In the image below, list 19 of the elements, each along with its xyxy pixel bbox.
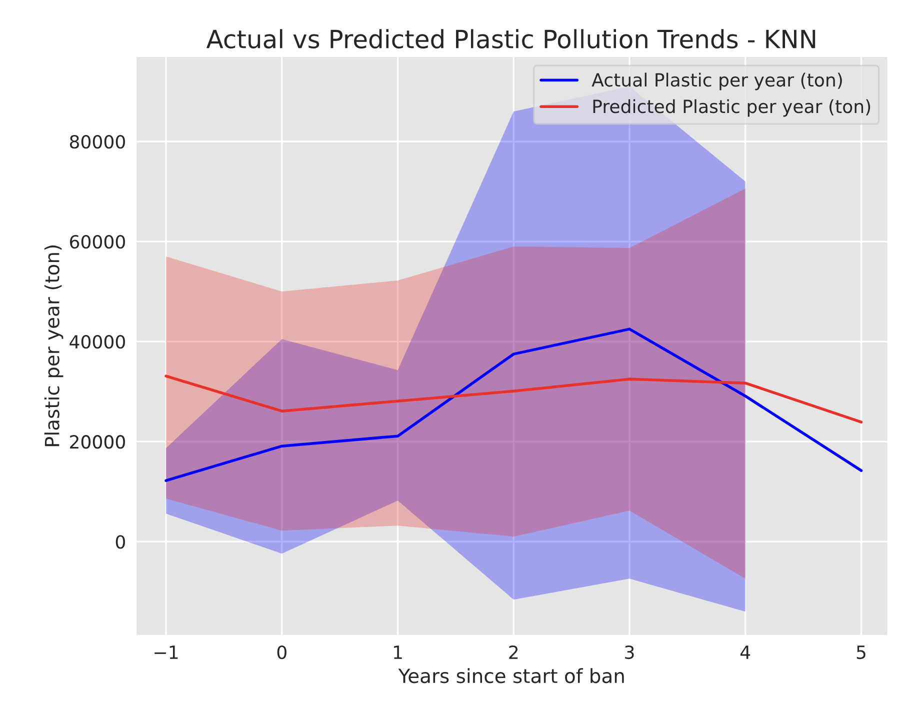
x-tick-label: 3 xyxy=(625,645,634,660)
line-series xyxy=(164,374,863,424)
x-axis-title: Years since start of ban xyxy=(398,668,624,684)
legend-label: Actual Plastic per year (ton) xyxy=(592,72,842,90)
y-tick-label: 0 xyxy=(116,535,125,549)
legend-label: Predicted Plastic per year (ton) xyxy=(593,99,870,117)
y-tick-label: 40000 xyxy=(70,335,125,349)
x-tick-label: 5 xyxy=(856,646,866,660)
line-series xyxy=(164,328,863,482)
x-tick-label: 1 xyxy=(394,646,402,659)
y-tick-label: 60000 xyxy=(70,234,125,249)
x-tick-label: 0 xyxy=(277,645,286,660)
x-tick-label: 4 xyxy=(740,646,750,659)
y-axis-title: Plastic per year (ton) xyxy=(44,246,64,446)
y-tick-label: 20000 xyxy=(70,435,125,449)
x-tick-label: −1 xyxy=(154,646,178,659)
x-tick-label: 2 xyxy=(509,645,518,659)
chart-title: Actual vs Predicted Plastic Pollution Trends - KNN xyxy=(206,29,816,48)
y-tick-label: 80000 xyxy=(70,134,125,149)
